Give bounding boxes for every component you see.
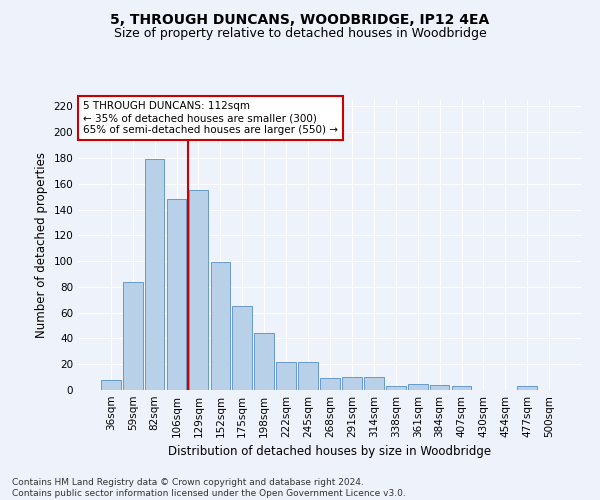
Bar <box>211 262 230 390</box>
X-axis label: Distribution of detached houses by size in Woodbridge: Distribution of detached houses by size … <box>169 446 491 458</box>
Text: Contains HM Land Registry data © Crown copyright and database right 2024.
Contai: Contains HM Land Registry data © Crown c… <box>12 478 406 498</box>
Bar <box>254 334 274 390</box>
Bar <box>342 377 362 390</box>
Bar <box>408 384 428 390</box>
Bar <box>167 199 187 390</box>
Bar <box>517 386 537 390</box>
Bar <box>276 362 296 390</box>
Bar <box>430 385 449 390</box>
Bar <box>188 190 208 390</box>
Text: 5 THROUGH DUNCANS: 112sqm
← 35% of detached houses are smaller (300)
65% of semi: 5 THROUGH DUNCANS: 112sqm ← 35% of detac… <box>83 102 338 134</box>
Bar <box>386 386 406 390</box>
Bar <box>123 282 143 390</box>
Y-axis label: Number of detached properties: Number of detached properties <box>35 152 48 338</box>
Bar <box>298 362 318 390</box>
Bar <box>101 380 121 390</box>
Text: Size of property relative to detached houses in Woodbridge: Size of property relative to detached ho… <box>113 28 487 40</box>
Bar <box>232 306 252 390</box>
Text: 5, THROUGH DUNCANS, WOODBRIDGE, IP12 4EA: 5, THROUGH DUNCANS, WOODBRIDGE, IP12 4EA <box>110 12 490 26</box>
Bar <box>145 160 164 390</box>
Bar <box>364 377 384 390</box>
Bar <box>320 378 340 390</box>
Bar <box>452 386 472 390</box>
